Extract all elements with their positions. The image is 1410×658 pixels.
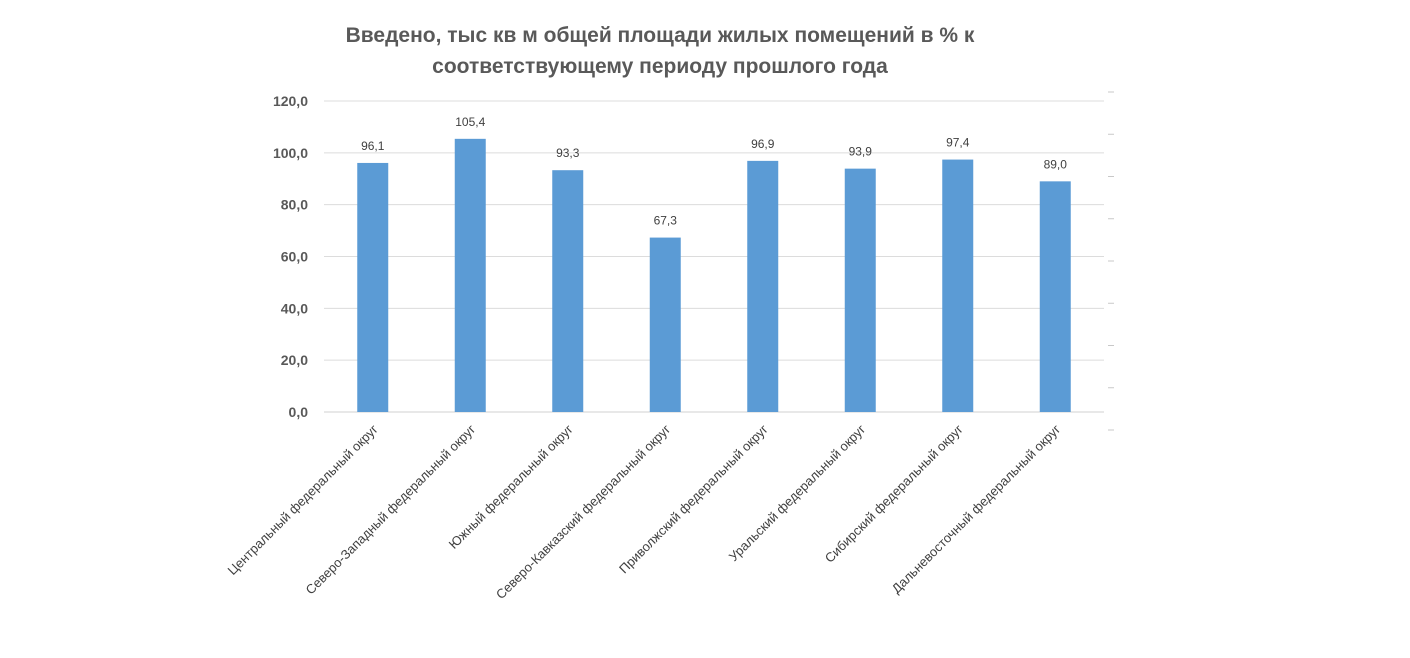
y-tick-label: 100,0: [273, 145, 308, 161]
bar: [552, 170, 584, 412]
data-label: 96,1: [361, 139, 385, 153]
data-label: 93,9: [849, 145, 873, 159]
bar: [1039, 181, 1071, 412]
chart-title-line-1: Введено, тыс кв м общей площади жилых по…: [345, 24, 975, 47]
data-label: 93,3: [556, 146, 580, 160]
y-tick-label: 20,0: [281, 352, 308, 368]
data-label: 67,3: [654, 214, 678, 228]
right-axis-ticks: [1108, 91, 1114, 431]
data-label: 89,0: [1044, 157, 1068, 171]
x-tick-label: Дальневосточный федеральный округ: [889, 421, 1064, 596]
bars: [357, 138, 1071, 413]
data-label: 105,4: [455, 115, 485, 129]
y-tick-label: 60,0: [281, 249, 308, 265]
y-tick-label: 120,0: [273, 93, 308, 109]
bar: [454, 138, 486, 413]
y-tick-label: 0,0: [289, 404, 309, 420]
bar: [844, 168, 876, 412]
chart-title: Введено, тыс кв м общей площади жилых по…: [260, 20, 1060, 82]
y-tick-label: 80,0: [281, 197, 308, 213]
x-tick-label: Центральный федеральный округ: [225, 421, 382, 578]
x-tick-label: Северо-Кавказский федеральный округ: [493, 421, 674, 602]
gridlines: [324, 100, 1104, 413]
bar: [357, 162, 389, 412]
data-label: 97,4: [946, 136, 970, 150]
x-axis-labels: Центральный федеральный округСеверо-Запа…: [225, 421, 1064, 602]
data-labels: 96,1 105,4 93,3 67,3 96,9 93,9 97,4 89,0: [361, 115, 1067, 228]
data-label: 96,9: [751, 137, 775, 151]
bar: [649, 237, 681, 412]
chart-title-line-2: соответствующему периоду прошлого года: [432, 55, 888, 78]
bar: [942, 159, 974, 412]
y-tick-label: 40,0: [281, 300, 308, 316]
x-tick-label: Северо-Западный федеральный округ: [303, 421, 479, 597]
bar: [747, 160, 779, 412]
y-axis-ticks: 0,0 20,0 40,0 60,0 80,0 100,0 120,0: [273, 93, 308, 420]
